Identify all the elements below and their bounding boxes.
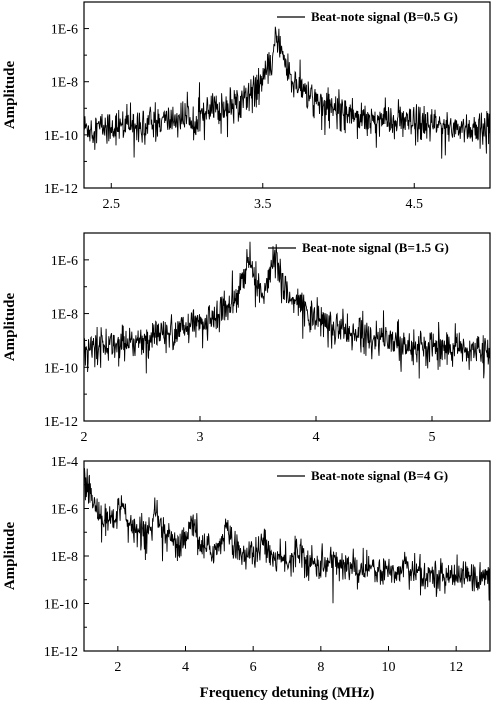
legend-label: Beat-note signal (B=4 G)	[311, 468, 448, 483]
y-tick-label: 1E-6	[51, 503, 78, 518]
y-tick-label: 1E-4	[51, 455, 78, 470]
signal-trace	[83, 468, 491, 604]
y-tick-label: 1E-12	[44, 182, 78, 197]
x-tick-label: 10	[382, 660, 396, 675]
legend: Beat-note signal (B=1.5 G)	[268, 240, 449, 255]
x-axis-label: Frequency detuning (MHz)	[200, 685, 375, 701]
y-tick-label: 1E-6	[51, 254, 78, 269]
y-tick-label: 1E-10	[44, 129, 78, 144]
legend: Beat-note signal (B=4 G)	[277, 468, 448, 483]
legend-label: Beat-note signal (B=0.5 G)	[311, 9, 458, 24]
signal-trace	[83, 26, 491, 159]
x-tick-label: 4	[313, 430, 320, 445]
x-tick-label: 5	[429, 430, 436, 445]
legend: Beat-note signal (B=0.5 G)	[277, 9, 458, 24]
legend-label: Beat-note signal (B=1.5 G)	[302, 240, 449, 255]
plot-frame	[83, 232, 491, 422]
x-tick-label: 3	[197, 430, 204, 445]
x-tick-label: 4.5	[406, 197, 424, 212]
y-tick-label: 1E-10	[44, 361, 78, 376]
y-tick-label: 1E-8	[51, 308, 78, 323]
x-tick-label: 8	[317, 660, 324, 675]
x-tick-label: 12	[449, 660, 463, 675]
x-tick-label: 6	[250, 660, 257, 675]
x-tick-label: 2.5	[103, 197, 121, 212]
panel-3: 1E-12 1E-10 1E-8 1E-6 1E-4 2 4 6 8 10 12 Amplitude B…	[2, 455, 491, 701]
x-tick-label: 3.5	[254, 197, 272, 212]
signal-trace	[83, 241, 491, 379]
y-axis-label: Amplitude	[2, 292, 18, 361]
y-axis-label: Amplitude	[2, 521, 18, 590]
plot-frame	[83, 1, 491, 189]
x-tick-label: 2	[81, 430, 88, 445]
y-tick-label: 1E-8	[51, 76, 78, 91]
x-tick-label: 4	[182, 660, 189, 675]
panel-1: 1E-12 1E-10 1E-8 1E-6 2.5 3.5 4.5 Amplitude Beat…	[2, 1, 491, 212]
y-tick-label: 1E-8	[51, 550, 78, 565]
y-tick-label: 1E-6	[51, 23, 78, 38]
y-axis-label: Amplitude	[2, 60, 18, 129]
y-tick-label: 1E-12	[44, 645, 78, 660]
y-tick-label: 1E-12	[44, 415, 78, 430]
y-tick-label: 1E-10	[44, 598, 78, 613]
panel-2: 1E-12 1E-10 1E-8 1E-6 2 3 4 5 Amplitude Beat-note…	[2, 232, 491, 445]
x-tick-label: 2	[114, 660, 121, 675]
